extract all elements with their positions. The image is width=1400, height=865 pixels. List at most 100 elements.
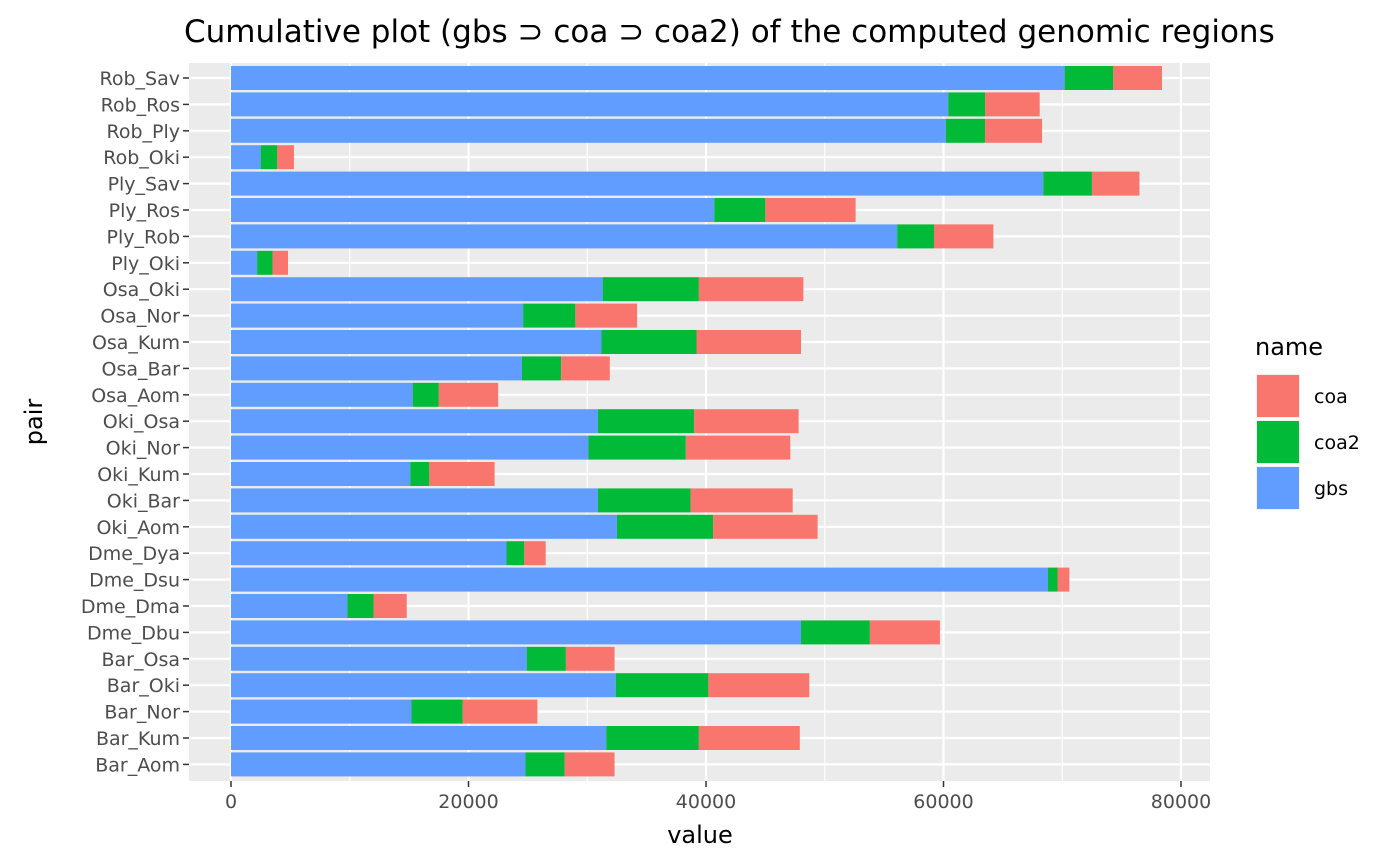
- bar-oki-bar-coa2: [597, 488, 691, 513]
- bar-rob-sav-coa: [1113, 66, 1162, 90]
- y-axis: Rob_Sav Rob_Ros Rob_Ply Rob_Oki Ply_Sav Ply_R…: [81, 68, 189, 776]
- y-tick-label: Osa_Aom: [91, 385, 180, 407]
- y-tick-label: Osa_Kum: [92, 332, 180, 354]
- bar-osa-nor-coa2: [523, 303, 576, 328]
- x-tick-label: 80000: [1151, 791, 1211, 813]
- x-tick-label: 60000: [913, 791, 973, 813]
- bar-rob-oki-gbs: [231, 145, 261, 170]
- bar-dme-dma-coa: [373, 594, 407, 618]
- bar-ply-sav-coa: [1091, 171, 1140, 196]
- bar-osa-oki-coa: [698, 277, 804, 302]
- y-tick-label: Oki_Nor: [106, 438, 181, 460]
- bar-dme-dbu-coa: [869, 620, 940, 645]
- bar-rob-ros-coa2: [948, 92, 986, 117]
- bar-bar-kum-gbs: [231, 726, 607, 750]
- y-tick-label: Ply_Sav: [108, 174, 180, 196]
- bar-osa-bar-gbs: [231, 356, 522, 381]
- y-tick-label: Oki_Kum: [97, 464, 180, 486]
- legend-swatch-gbs: [1257, 467, 1299, 509]
- bar-bar-oki-gbs: [231, 673, 616, 698]
- y-tick-label: Bar_Kum: [96, 728, 180, 750]
- bar-ply-sav-coa2: [1043, 171, 1092, 196]
- y-tick-label: Dme_Dbu: [87, 622, 180, 644]
- bar-oki-bar-coa: [690, 488, 793, 513]
- bar-bar-nor-gbs: [231, 699, 412, 724]
- y-tick-label: Bar_Aom: [95, 754, 180, 776]
- bar-osa-oki-coa2: [602, 277, 699, 302]
- y-tick-label: Oki_Aom: [96, 517, 180, 539]
- bar-rob-oki-coa2: [260, 145, 278, 170]
- bar-ply-oki-coa2: [257, 250, 273, 275]
- bar-oki-osa-coa2: [597, 409, 695, 434]
- y-tick-label: Rob_Oki: [103, 147, 180, 169]
- bar-ply-oki-coa: [272, 250, 288, 275]
- bar-osa-kum-coa2: [601, 330, 697, 354]
- y-tick-label: Rob_Sav: [100, 68, 180, 90]
- legend-label-coa: coa: [1314, 386, 1348, 408]
- y-tick-label: Bar_Oki: [107, 675, 180, 697]
- legend-swatch-coa2: [1257, 421, 1299, 463]
- bar-oki-kum-coa2: [410, 462, 430, 486]
- bar-ply-oki-gbs: [231, 250, 258, 275]
- bar-dme-dbu-coa2: [801, 620, 870, 645]
- bar-bar-oki-coa: [708, 673, 810, 698]
- x-axis-title: value: [667, 821, 733, 849]
- x-tick-label: 40000: [676, 791, 736, 813]
- bar-dme-dsu-gbs: [231, 567, 1048, 592]
- bar-osa-oki-gbs: [231, 277, 603, 302]
- chart-title: Cumulative plot (gbs ⊃ coa ⊃ coa2) of th…: [184, 14, 1275, 50]
- bar-bar-aom-gbs: [231, 752, 526, 777]
- bar-bar-aom-coa2: [525, 752, 565, 777]
- bar-osa-aom-gbs: [231, 382, 413, 407]
- bar-ply-rob-coa: [934, 224, 994, 249]
- bar-oki-aom-gbs: [231, 514, 617, 539]
- y-tick-label: Ply_Ros: [109, 200, 180, 222]
- y-tick-label: Rob_Ros: [101, 94, 180, 116]
- bar-osa-bar-coa: [561, 356, 610, 381]
- bar-dme-dya-gbs: [231, 541, 507, 566]
- bar-osa-nor-coa: [575, 303, 638, 328]
- bar-dme-dma-coa2: [347, 594, 374, 618]
- y-tick-label: Dme_Dya: [88, 543, 180, 565]
- bar-oki-osa-coa: [694, 409, 799, 434]
- legend-label-coa2: coa2: [1314, 432, 1360, 454]
- bar-bar-kum-coa2: [606, 726, 699, 750]
- bar-dme-dya-coa: [524, 541, 546, 566]
- bar-bar-oki-coa2: [615, 673, 709, 698]
- bar-oki-nor-coa: [685, 435, 791, 460]
- y-tick-label: Ply_Oki: [111, 253, 180, 275]
- bar-bar-osa-coa: [565, 646, 615, 671]
- legend-title: name: [1255, 333, 1323, 361]
- bar-rob-ply-gbs: [231, 118, 946, 143]
- bar-bar-osa-gbs: [231, 646, 527, 671]
- bar-oki-aom-coa: [713, 514, 818, 539]
- bar-ply-sav-gbs: [231, 171, 1044, 196]
- y-tick-label: Osa_Bar: [102, 358, 181, 380]
- y-tick-label: Dme_Dsu: [89, 570, 180, 592]
- y-axis-title: pair: [20, 399, 48, 446]
- bar-ply-rob-coa2: [897, 224, 934, 249]
- bar-osa-kum-coa: [696, 330, 801, 354]
- bar-bar-kum-coa: [698, 726, 800, 750]
- bar-dme-dma-gbs: [231, 594, 348, 618]
- bar-osa-nor-gbs: [231, 303, 524, 328]
- y-tick-label: Bar_Nor: [104, 702, 180, 724]
- bar-ply-ros-coa2: [714, 198, 766, 222]
- bar-ply-ros-coa: [765, 198, 856, 222]
- bar-osa-aom-coa: [438, 382, 499, 407]
- bar-osa-aom-coa2: [412, 382, 439, 407]
- bar-dme-dsu-coa2: [1048, 567, 1058, 592]
- legend: name coa coa2 gbs: [1255, 333, 1360, 510]
- bar-oki-kum-gbs: [231, 462, 411, 486]
- bar-osa-kum-gbs: [231, 330, 602, 354]
- bar-ply-ros-gbs: [231, 198, 715, 222]
- bar-oki-osa-gbs: [231, 409, 598, 434]
- bar-bar-nor-coa: [462, 699, 538, 724]
- y-tick-label: Bar_Osa: [102, 649, 181, 671]
- x-tick-label: 20000: [438, 791, 498, 813]
- y-tick-label: Oki_Bar: [107, 490, 180, 512]
- bar-rob-oki-coa: [277, 145, 294, 170]
- y-tick-label: Oki_Osa: [103, 411, 180, 433]
- bars: [231, 66, 1162, 777]
